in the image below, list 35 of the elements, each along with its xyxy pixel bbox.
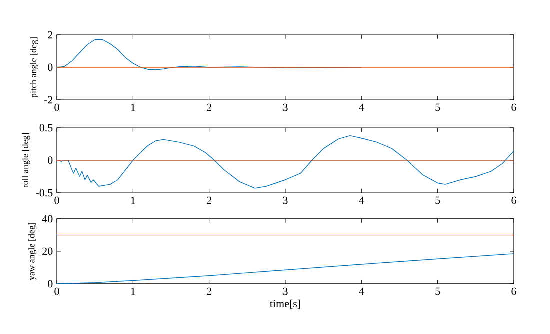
x-tick-label: 5 xyxy=(436,288,440,296)
x-tick-label: 2 xyxy=(207,288,212,296)
y-tick-label: 0 xyxy=(48,156,53,164)
y-axis-title: pitch angle [deg] xyxy=(30,38,38,98)
x-tick-label: 4 xyxy=(359,196,364,204)
x-tick-label: 0 xyxy=(54,196,60,204)
x-tick-label: 4 xyxy=(359,288,364,296)
x-axis-title: time[s] xyxy=(270,300,300,309)
x-tick-label: 6 xyxy=(512,196,516,204)
x-tick-label: 0 xyxy=(54,288,60,296)
y-tick-label: 20 xyxy=(42,248,53,256)
x-tick-label: 6 xyxy=(512,104,516,112)
x-tick-label: 3 xyxy=(283,288,288,296)
x-tick-label: 1 xyxy=(131,196,136,204)
y-tick-label: 0 xyxy=(48,280,53,288)
x-tick-label: 3 xyxy=(283,196,288,204)
x-tick-label: 2 xyxy=(207,196,212,204)
y-tick-label: 0 xyxy=(48,64,53,72)
line-series xyxy=(60,135,514,189)
y-tick-label: 0.5 xyxy=(40,124,53,132)
x-tick-label: 5 xyxy=(436,104,440,112)
x-tick-label: 4 xyxy=(359,104,364,112)
x-tick-label: 1 xyxy=(131,288,136,296)
x-tick-label: 5 xyxy=(436,196,440,204)
y-tick-label: 2 xyxy=(48,31,53,39)
y-axis-title: yaw angle [deg] xyxy=(28,223,37,280)
y-axis-title: roll angle [deg] xyxy=(22,133,30,188)
y-tick-label: 40 xyxy=(42,215,53,223)
x-tick-label: 0 xyxy=(54,104,60,112)
x-tick-label: 6 xyxy=(512,288,516,296)
y-tick-label: -2 xyxy=(44,96,53,104)
y-tick-label: -0.5 xyxy=(36,189,53,197)
x-tick-label: 2 xyxy=(207,104,212,112)
x-tick-label: 1 xyxy=(131,104,136,112)
x-tick-label: 3 xyxy=(283,104,288,112)
